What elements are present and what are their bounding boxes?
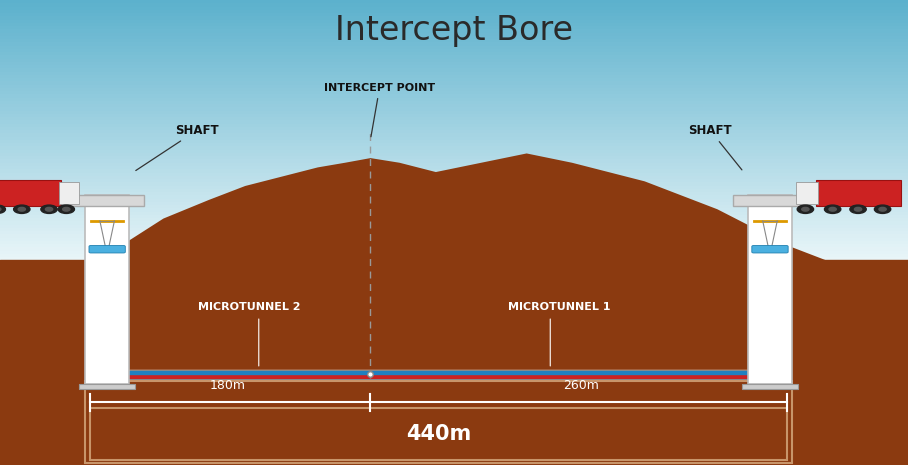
Bar	[816, 180, 901, 206]
Text: Intercept Bore: Intercept Bore	[335, 14, 573, 46]
Bar	[742, 384, 798, 389]
Text: 440m: 440m	[406, 424, 471, 444]
Circle shape	[0, 205, 5, 213]
Bar	[0, 180, 61, 206]
Bar	[70, 195, 144, 206]
Text: SHAFT: SHAFT	[136, 124, 219, 171]
Bar	[733, 195, 807, 206]
Circle shape	[829, 207, 836, 211]
Circle shape	[874, 205, 891, 213]
Bar	[79, 384, 135, 389]
Polygon shape	[0, 153, 908, 465]
FancyBboxPatch shape	[752, 246, 788, 253]
Circle shape	[58, 205, 74, 213]
Text: 260m: 260m	[563, 379, 599, 392]
Circle shape	[797, 205, 814, 213]
Circle shape	[45, 207, 53, 211]
Circle shape	[802, 207, 809, 211]
FancyBboxPatch shape	[89, 246, 125, 253]
Circle shape	[850, 205, 866, 213]
Bar	[796, 182, 818, 204]
Circle shape	[63, 207, 70, 211]
Circle shape	[854, 207, 862, 211]
Text: MICROTUNNEL 2: MICROTUNNEL 2	[199, 302, 301, 312]
Text: MICROTUNNEL 1: MICROTUNNEL 1	[508, 302, 610, 312]
Circle shape	[14, 205, 30, 213]
Text: SHAFT: SHAFT	[688, 124, 742, 170]
Circle shape	[18, 207, 25, 211]
Circle shape	[824, 205, 841, 213]
Bar	[59, 182, 79, 204]
Text: 180m: 180m	[210, 379, 246, 392]
Circle shape	[879, 207, 886, 211]
Circle shape	[41, 205, 57, 213]
Bar	[85, 195, 129, 384]
Text: INTERCEPT POINT: INTERCEPT POINT	[324, 83, 435, 137]
Bar	[90, 408, 787, 460]
Bar	[748, 195, 792, 384]
Bar	[85, 381, 792, 463]
